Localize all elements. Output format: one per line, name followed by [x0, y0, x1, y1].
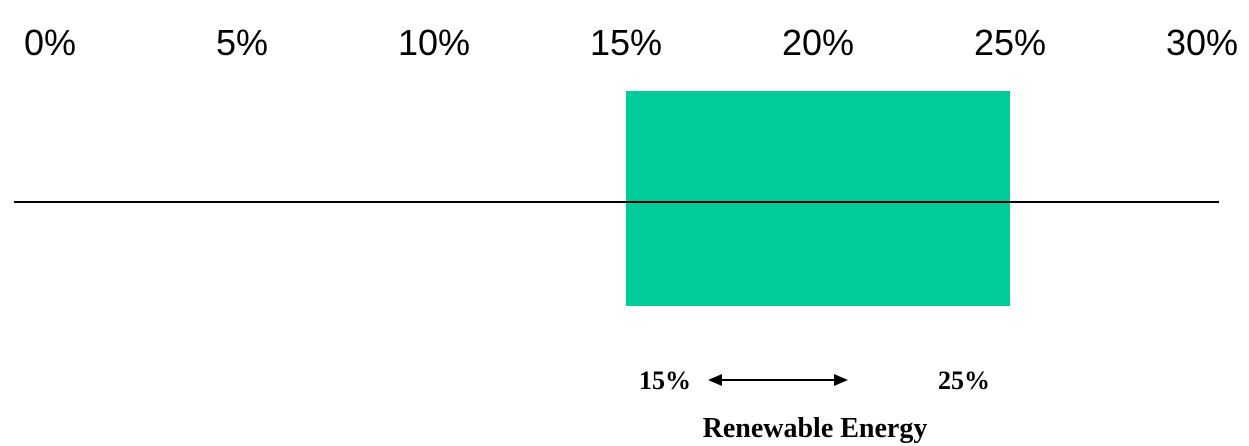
tick-label: 20%	[782, 22, 854, 63]
range-low-label: 15%	[639, 366, 691, 395]
range-high-label: 25%	[938, 366, 990, 395]
double-arrow-icon	[708, 374, 848, 386]
arrow-head-left	[708, 374, 722, 386]
tick-label: 15%	[590, 22, 662, 63]
range-bar	[626, 91, 1010, 306]
tick-label: 25%	[974, 22, 1046, 63]
arrow-head-right	[834, 374, 848, 386]
tick-label: 30%	[1166, 22, 1238, 63]
tick-label: 0%	[24, 22, 76, 63]
tick-labels: 0% 5% 10% 15% 20% 25% 30%	[24, 22, 1238, 63]
series-label: Renewable Energy	[703, 413, 928, 444]
tick-label: 5%	[216, 22, 268, 63]
tick-label: 10%	[398, 22, 470, 63]
